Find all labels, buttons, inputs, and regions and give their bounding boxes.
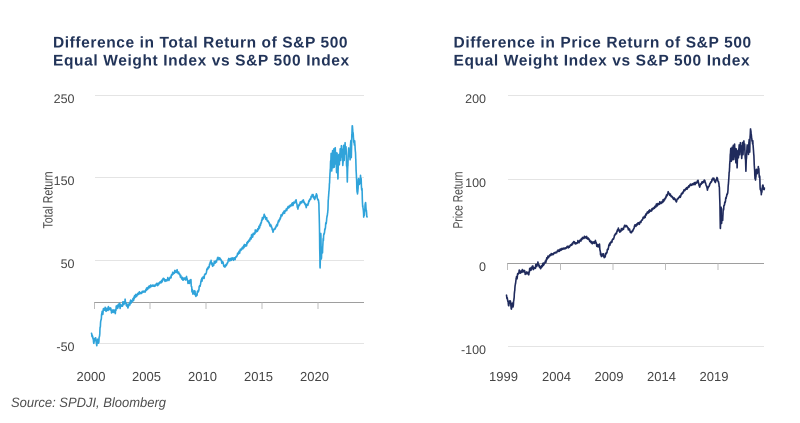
svg-text:-100: -100 (461, 343, 486, 357)
svg-text:Price Return: Price Return (451, 172, 466, 229)
svg-text:1999: 1999 (489, 369, 518, 384)
svg-text:Difference in Price Return of: Difference in Price Return of S&P 500 (454, 35, 752, 52)
svg-text:50: 50 (61, 257, 75, 271)
svg-text:2014: 2014 (647, 369, 676, 384)
svg-text:200: 200 (465, 92, 486, 106)
svg-text:2009: 2009 (595, 369, 624, 384)
svg-text:-50: -50 (56, 340, 74, 354)
svg-text:2019: 2019 (700, 369, 729, 384)
svg-text:2015: 2015 (244, 369, 273, 384)
svg-text:0: 0 (479, 260, 486, 274)
svg-text:Difference in Total Return of: Difference in Total Return of S&P 500 (53, 35, 348, 52)
svg-text:Total Return: Total Return (40, 172, 55, 229)
svg-text:150: 150 (54, 174, 75, 188)
svg-text:2000: 2000 (77, 369, 106, 384)
svg-text:250: 250 (54, 92, 75, 106)
svg-text:2010: 2010 (188, 369, 217, 384)
svg-text:2020: 2020 (300, 369, 329, 384)
svg-text:Equal Weight Index vs S&P 500: Equal Weight Index vs S&P 500 Index (53, 53, 350, 70)
svg-text:100: 100 (465, 176, 486, 190)
svg-text:Source: SPDJI, Bloomberg: Source: SPDJI, Bloomberg (11, 395, 166, 410)
svg-text:2005: 2005 (132, 369, 161, 384)
svg-text:2004: 2004 (542, 369, 571, 384)
svg-text:Equal Weight Index vs S&P 500: Equal Weight Index vs S&P 500 Index (454, 53, 751, 70)
